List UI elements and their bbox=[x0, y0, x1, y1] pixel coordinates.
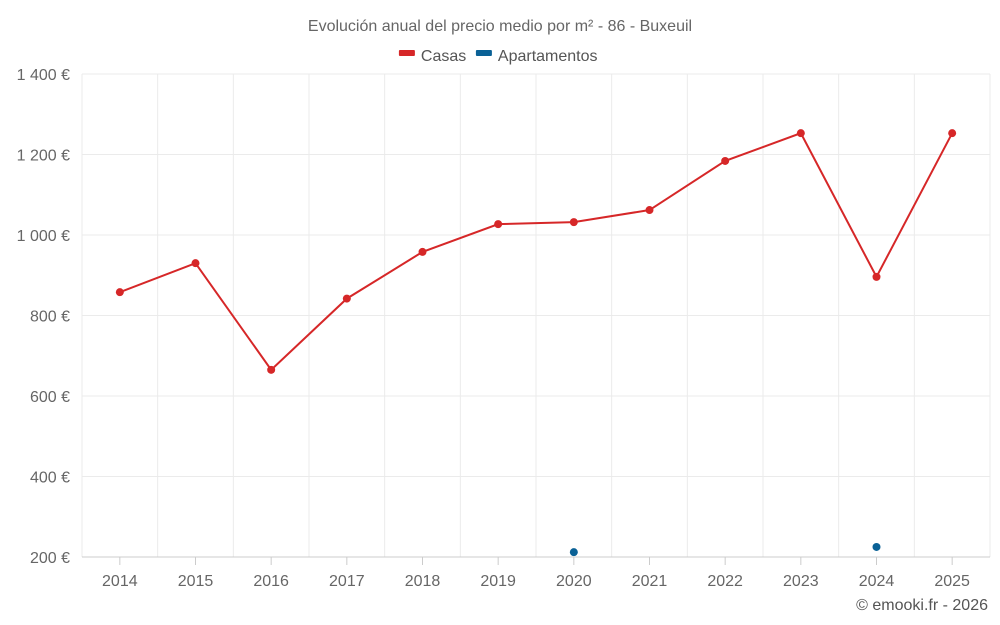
x-tick-label: 2018 bbox=[405, 573, 441, 590]
legend-swatch-casas bbox=[398, 50, 415, 56]
x-tick-label: 2014 bbox=[102, 573, 138, 590]
legend-label-casas: Casas bbox=[421, 48, 466, 65]
y-tick-label: 1 200 € bbox=[17, 148, 70, 165]
chart-title: Evolución anual del precio medio por m² … bbox=[308, 18, 692, 35]
x-tick-label: 2025 bbox=[934, 573, 970, 590]
legend-item-casas[interactable]: Casas bbox=[398, 48, 466, 65]
y-tick-label: 800 € bbox=[30, 309, 70, 326]
x-tick-label: 2016 bbox=[253, 573, 289, 590]
x-tick-label: 2024 bbox=[859, 573, 895, 590]
data-point-casas[interactable] bbox=[115, 288, 124, 297]
data-point-casas[interactable] bbox=[418, 247, 427, 256]
x-tick-label: 2015 bbox=[178, 573, 214, 590]
series-line-casas bbox=[119, 131, 954, 372]
data-point-apartamentos[interactable] bbox=[872, 542, 881, 551]
legend-item-apartamentos[interactable]: Apartamentos bbox=[475, 48, 598, 65]
x-tick-label: 2017 bbox=[329, 573, 365, 590]
y-tick-label: 200 € bbox=[30, 550, 70, 567]
y-tick-label: 600 € bbox=[30, 389, 70, 406]
data-point-casas[interactable] bbox=[948, 129, 957, 138]
x-tick-label: 2023 bbox=[783, 573, 819, 590]
legend-label-apartamentos: Apartamentos bbox=[498, 48, 598, 65]
data-point-casas[interactable] bbox=[645, 206, 654, 215]
grid bbox=[81, 73, 991, 557]
y-tick-label: 1 400 € bbox=[17, 67, 70, 84]
y-tick-label: 1 000 € bbox=[17, 228, 70, 245]
y-tick-label: 400 € bbox=[30, 470, 70, 487]
series-line-apartamentos bbox=[574, 547, 877, 552]
data-point-casas[interactable] bbox=[796, 129, 805, 138]
data-point-casas[interactable] bbox=[342, 294, 351, 303]
axes: 200 € 400 € 600 € 800 € 1 000 € 1 200 € 1 400 … bbox=[17, 67, 990, 590]
data-point-apartamentos[interactable] bbox=[569, 548, 578, 557]
data-point-casas[interactable] bbox=[721, 156, 730, 165]
data-point-casas[interactable] bbox=[267, 365, 276, 374]
legend-swatch-apartamentos bbox=[475, 50, 492, 56]
x-tick-label: 2022 bbox=[707, 573, 743, 590]
legend: Casas Apartamentos bbox=[398, 48, 598, 65]
data-point-casas[interactable] bbox=[872, 272, 881, 281]
data-point-casas[interactable] bbox=[569, 218, 578, 227]
x-tick-label: 2019 bbox=[480, 573, 516, 590]
credit-text: © emooki.fr - 2026 bbox=[856, 597, 988, 614]
data-point-casas[interactable] bbox=[494, 220, 503, 229]
x-tick-label: 2020 bbox=[556, 573, 592, 590]
x-tick-label: 2021 bbox=[632, 573, 668, 590]
data-point-casas[interactable] bbox=[191, 259, 200, 268]
series bbox=[115, 129, 957, 557]
